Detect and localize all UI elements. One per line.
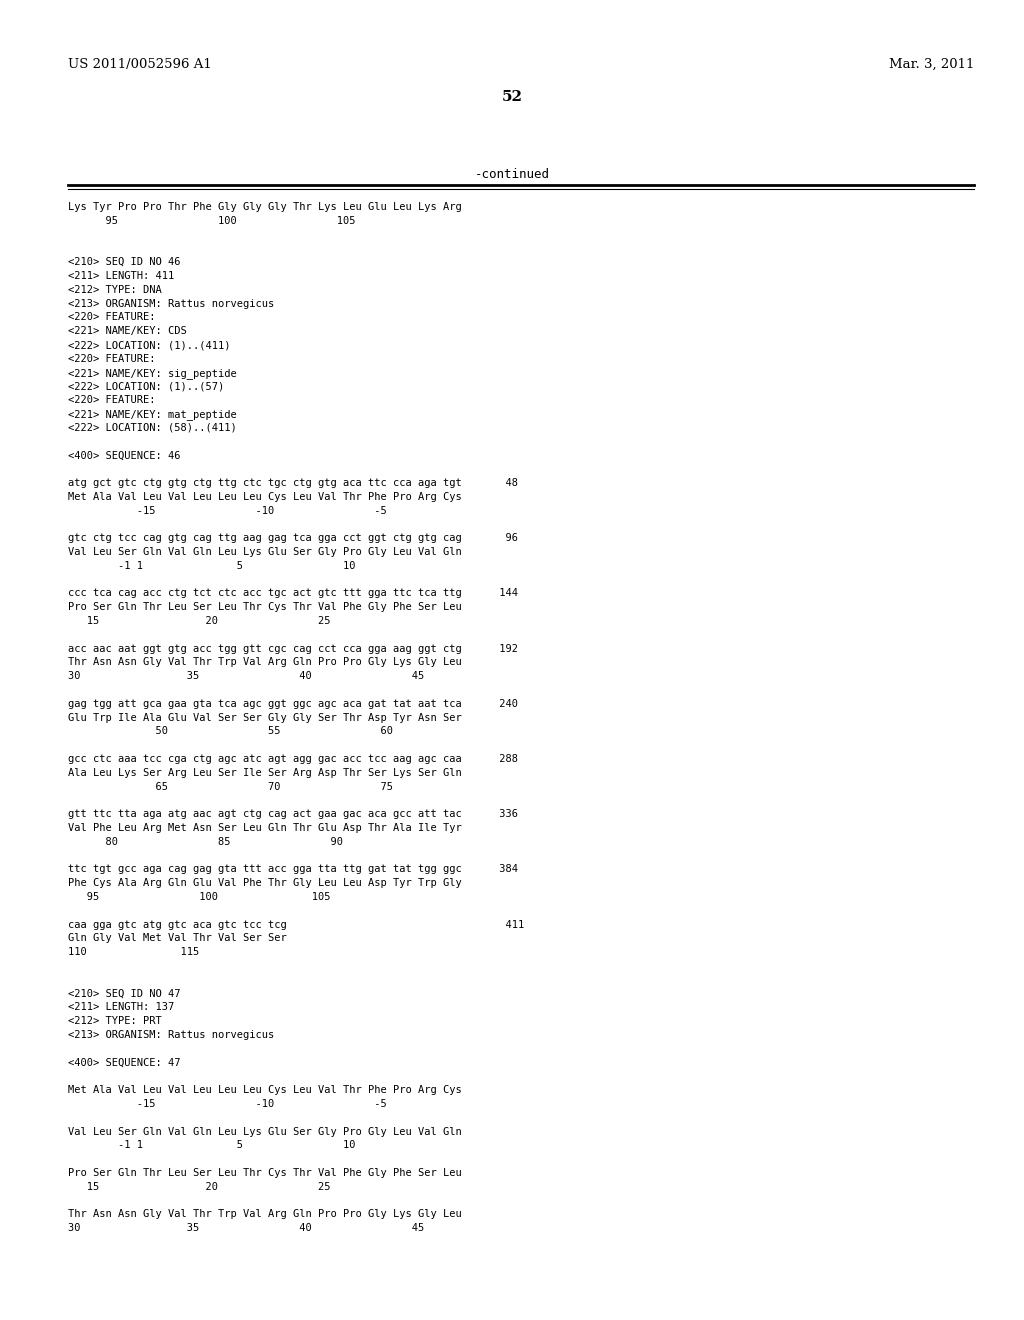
Text: <222> LOCATION: (1)..(57): <222> LOCATION: (1)..(57) (68, 381, 224, 392)
Text: <213> ORGANISM: Rattus norvegicus: <213> ORGANISM: Rattus norvegicus (68, 298, 274, 309)
Text: -1 1               5                10: -1 1 5 10 (68, 561, 355, 570)
Text: 95                100                105: 95 100 105 (68, 215, 355, 226)
Text: <210> SEQ ID NO 47: <210> SEQ ID NO 47 (68, 989, 180, 999)
Text: <222> LOCATION: (1)..(411): <222> LOCATION: (1)..(411) (68, 341, 230, 350)
Text: 50                55                60: 50 55 60 (68, 726, 393, 737)
Text: gtc ctg tcc cag gtg cag ttg aag gag tca gga cct ggt ctg gtg cag       96: gtc ctg tcc cag gtg cag ttg aag gag tca … (68, 533, 518, 544)
Text: <213> ORGANISM: Rattus norvegicus: <213> ORGANISM: Rattus norvegicus (68, 1030, 274, 1040)
Text: Val Leu Ser Gln Val Gln Leu Lys Glu Ser Gly Pro Gly Leu Val Gln: Val Leu Ser Gln Val Gln Leu Lys Glu Ser … (68, 546, 462, 557)
Text: caa gga gtc atg gtc aca gtc tcc tcg                                   411: caa gga gtc atg gtc aca gtc tcc tcg 411 (68, 920, 524, 929)
Text: <220> FEATURE:: <220> FEATURE: (68, 354, 156, 364)
Text: <221> NAME/KEY: sig_peptide: <221> NAME/KEY: sig_peptide (68, 367, 237, 379)
Text: ttc tgt gcc aga cag gag gta ttt acc gga tta ttg gat tat tgg ggc      384: ttc tgt gcc aga cag gag gta ttt acc gga … (68, 865, 518, 874)
Text: ccc tca cag acc ctg tct ctc acc tgc act gtc ttt gga ttc tca ttg      144: ccc tca cag acc ctg tct ctc acc tgc act … (68, 589, 518, 598)
Text: 15                 20                25: 15 20 25 (68, 616, 331, 626)
Text: 52: 52 (502, 90, 522, 104)
Text: Val Leu Ser Gln Val Gln Leu Lys Glu Ser Gly Pro Gly Leu Val Gln: Val Leu Ser Gln Val Gln Leu Lys Glu Ser … (68, 1126, 462, 1137)
Text: gag tgg att gca gaa gta tca agc ggt ggc agc aca gat tat aat tca      240: gag tgg att gca gaa gta tca agc ggt ggc … (68, 698, 518, 709)
Text: Gln Gly Val Met Val Thr Val Ser Ser: Gln Gly Val Met Val Thr Val Ser Ser (68, 933, 287, 944)
Text: Met Ala Val Leu Val Leu Leu Leu Cys Leu Val Thr Phe Pro Arg Cys: Met Ala Val Leu Val Leu Leu Leu Cys Leu … (68, 492, 462, 502)
Text: -15                -10                -5: -15 -10 -5 (68, 1100, 387, 1109)
Text: -continued: -continued (474, 168, 550, 181)
Text: 80                85                90: 80 85 90 (68, 837, 343, 847)
Text: Pro Ser Gln Thr Leu Ser Leu Thr Cys Thr Val Phe Gly Phe Ser Leu: Pro Ser Gln Thr Leu Ser Leu Thr Cys Thr … (68, 602, 462, 612)
Text: 65                70                75: 65 70 75 (68, 781, 393, 792)
Text: US 2011/0052596 A1: US 2011/0052596 A1 (68, 58, 212, 71)
Text: -15                -10                -5: -15 -10 -5 (68, 506, 387, 516)
Text: <400> SEQUENCE: 47: <400> SEQUENCE: 47 (68, 1057, 180, 1068)
Text: <211> LENGTH: 137: <211> LENGTH: 137 (68, 1002, 174, 1012)
Text: Thr Asn Asn Gly Val Thr Trp Val Arg Gln Pro Pro Gly Lys Gly Leu: Thr Asn Asn Gly Val Thr Trp Val Arg Gln … (68, 657, 462, 668)
Text: <220> FEATURE:: <220> FEATURE: (68, 313, 156, 322)
Text: Val Phe Leu Arg Met Asn Ser Leu Gln Thr Glu Asp Thr Ala Ile Tyr: Val Phe Leu Arg Met Asn Ser Leu Gln Thr … (68, 822, 462, 833)
Text: acc aac aat ggt gtg acc tgg gtt cgc cag cct cca gga aag ggt ctg      192: acc aac aat ggt gtg acc tgg gtt cgc cag … (68, 644, 518, 653)
Text: 15                 20                25: 15 20 25 (68, 1181, 331, 1192)
Text: <211> LENGTH: 411: <211> LENGTH: 411 (68, 271, 174, 281)
Text: gtt ttc tta aga atg aac agt ctg cag act gaa gac aca gcc att tac      336: gtt ttc tta aga atg aac agt ctg cag act … (68, 809, 518, 820)
Text: Mar. 3, 2011: Mar. 3, 2011 (889, 58, 974, 71)
Text: 110               115: 110 115 (68, 948, 200, 957)
Text: <221> NAME/KEY: CDS: <221> NAME/KEY: CDS (68, 326, 186, 337)
Text: Ala Leu Lys Ser Arg Leu Ser Ile Ser Arg Asp Thr Ser Lys Ser Gln: Ala Leu Lys Ser Arg Leu Ser Ile Ser Arg … (68, 768, 462, 777)
Text: <221> NAME/KEY: mat_peptide: <221> NAME/KEY: mat_peptide (68, 409, 237, 420)
Text: <212> TYPE: DNA: <212> TYPE: DNA (68, 285, 162, 294)
Text: <220> FEATURE:: <220> FEATURE: (68, 395, 156, 405)
Text: -1 1               5                10: -1 1 5 10 (68, 1140, 355, 1151)
Text: Thr Asn Asn Gly Val Thr Trp Val Arg Gln Pro Pro Gly Lys Gly Leu: Thr Asn Asn Gly Val Thr Trp Val Arg Gln … (68, 1209, 462, 1220)
Text: gcc ctc aaa tcc cga ctg agc atc agt agg gac acc tcc aag agc caa      288: gcc ctc aaa tcc cga ctg agc atc agt agg … (68, 754, 518, 764)
Text: <212> TYPE: PRT: <212> TYPE: PRT (68, 1016, 162, 1026)
Text: atg gct gtc ctg gtg ctg ttg ctc tgc ctg gtg aca ttc cca aga tgt       48: atg gct gtc ctg gtg ctg ttg ctc tgc ctg … (68, 478, 518, 488)
Text: <400> SEQUENCE: 46: <400> SEQUENCE: 46 (68, 450, 180, 461)
Text: <222> LOCATION: (58)..(411): <222> LOCATION: (58)..(411) (68, 422, 237, 433)
Text: 30                 35                40                45: 30 35 40 45 (68, 1224, 424, 1233)
Text: Met Ala Val Leu Val Leu Leu Leu Cys Leu Val Thr Phe Pro Arg Cys: Met Ala Val Leu Val Leu Leu Leu Cys Leu … (68, 1085, 462, 1096)
Text: Pro Ser Gln Thr Leu Ser Leu Thr Cys Thr Val Phe Gly Phe Ser Leu: Pro Ser Gln Thr Leu Ser Leu Thr Cys Thr … (68, 1168, 462, 1177)
Text: 95                100               105: 95 100 105 (68, 892, 331, 902)
Text: Glu Trp Ile Ala Glu Val Ser Ser Gly Gly Ser Thr Asp Tyr Asn Ser: Glu Trp Ile Ala Glu Val Ser Ser Gly Gly … (68, 713, 462, 722)
Text: Phe Cys Ala Arg Gln Glu Val Phe Thr Gly Leu Leu Asp Tyr Trp Gly: Phe Cys Ala Arg Gln Glu Val Phe Thr Gly … (68, 878, 462, 888)
Text: <210> SEQ ID NO 46: <210> SEQ ID NO 46 (68, 257, 180, 267)
Text: 30                 35                40                45: 30 35 40 45 (68, 671, 424, 681)
Text: Lys Tyr Pro Pro Thr Phe Gly Gly Gly Thr Lys Leu Glu Leu Lys Arg: Lys Tyr Pro Pro Thr Phe Gly Gly Gly Thr … (68, 202, 462, 213)
